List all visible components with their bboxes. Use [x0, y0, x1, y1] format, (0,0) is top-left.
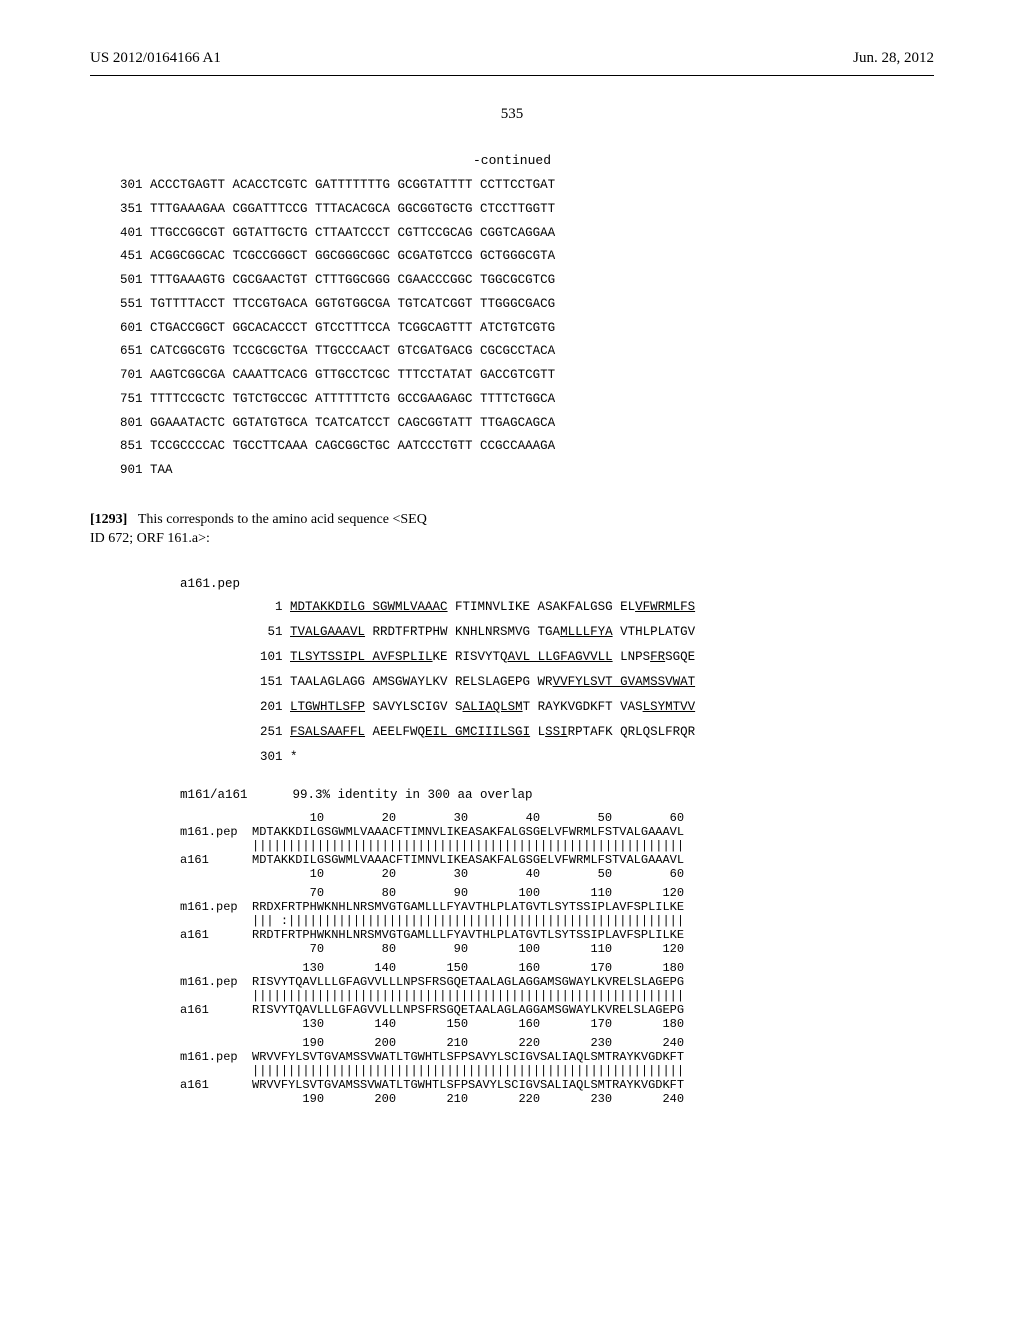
publication-date: Jun. 28, 2012 — [853, 50, 934, 67]
alignment-block: 10 20 30 40 50 60 m161.pep MDTAKKDILGSGW… — [180, 812, 934, 1106]
amino-acid-sequence: 1 MDTAKKDILG SGWMLVAAAC FTIMNVLIKE ASAKF… — [260, 601, 934, 765]
page-header: US 2012/0164166 A1 Jun. 28, 2012 — [90, 50, 934, 67]
dna-sequence-block: 301 ACCCTGAGTT ACACCTCGTC GATTTTTTTG GCG… — [120, 174, 934, 483]
paragraph-1293: [1293] This corresponds to the amino aci… — [90, 511, 934, 549]
paragraph-number: [1293] — [90, 512, 127, 527]
pep-header: a161.pep — [180, 577, 934, 591]
paragraph-text-line1 — [131, 512, 138, 527]
continued-label: -continued — [90, 153, 934, 168]
publication-number: US 2012/0164166 A1 — [90, 50, 221, 67]
page-number: 535 — [90, 106, 934, 123]
paragraph-text-line2: ID 672; ORF 161.a>: — [90, 531, 210, 546]
identity-line: m161/a161 99.3% identity in 300 aa overl… — [180, 788, 934, 802]
header-divider — [90, 75, 934, 76]
